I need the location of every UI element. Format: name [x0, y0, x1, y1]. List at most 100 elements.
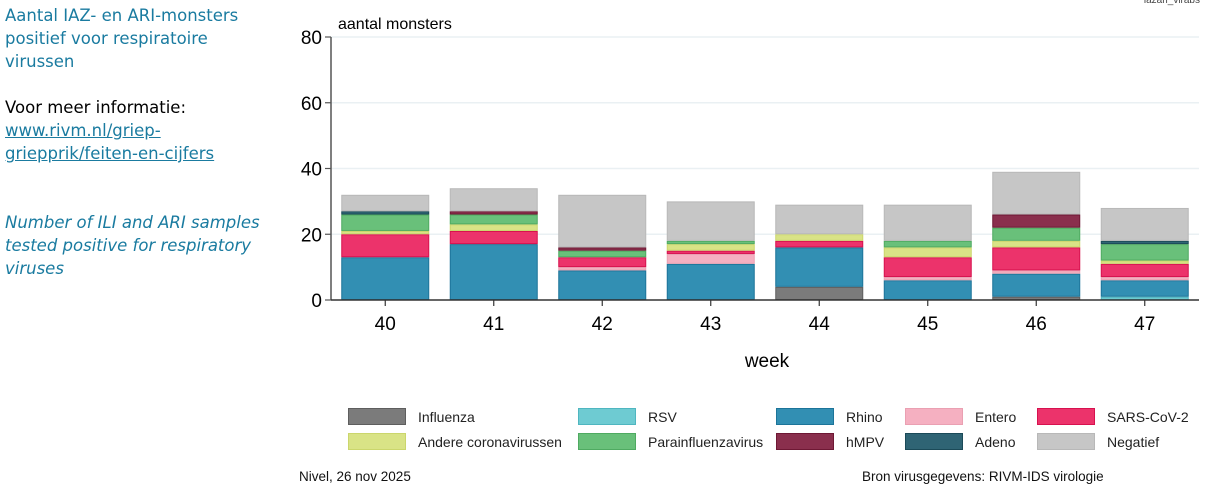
bar-stack-week-47: [1100, 207, 1189, 300]
legend-label: Adeno: [975, 433, 1016, 450]
bar-segment-rhino: [1100, 280, 1189, 297]
bar-segment-entero: [558, 267, 647, 271]
bar-segment-negatief: [666, 201, 755, 241]
bar-segment-entero: [666, 253, 755, 264]
legend-label: Andere coronavirussen: [418, 433, 562, 450]
legend-swatch: [348, 433, 406, 450]
bar-segment-sars-cov-2: [883, 257, 972, 277]
y-tick-label: 0: [311, 291, 322, 312]
y-axis-title: aantal monsters: [338, 16, 452, 33]
x-tick-label: 41: [483, 314, 504, 335]
bar-segment-sars-cov-2: [341, 234, 430, 258]
bar-segment-rhino: [449, 244, 538, 301]
bar-stack-week-42: [558, 194, 647, 301]
title-english: Number of ILI and ARI samples tested pos…: [5, 213, 260, 278]
bar-segment-rhino: [775, 247, 864, 287]
legend-swatch: [905, 408, 963, 425]
legend-item-entero: Entero: [905, 408, 1016, 425]
legend-label: Negatief: [1107, 433, 1160, 450]
more-info-link[interactable]: www.rivm.nl/griep-griepprik/feiten-en-ci…: [5, 121, 215, 163]
axes: 0 20 40 60 80 40 41 42 43 44 45 46 47: [301, 28, 1199, 335]
bar-segment-influenza: [992, 296, 1081, 300]
bar-segment-negatief: [775, 204, 864, 235]
legend-item-influenza: Influenza: [348, 408, 475, 425]
legend-label: hMPV: [846, 433, 885, 450]
bar-segment-adeno: [341, 211, 430, 215]
bar-segment-parainfluenzavirus: [666, 240, 755, 245]
x-tick-label: 44: [809, 314, 831, 335]
bars: [341, 171, 1189, 301]
footer-source-date: Nivel, 26 nov 2025: [299, 469, 411, 484]
legend-label: RSV: [648, 408, 677, 425]
bar-segment-rhino: [558, 270, 647, 301]
bar-segment-andere-coronavirussen: [666, 244, 755, 251]
bar-stack-week-45: [883, 204, 972, 300]
bar-segment-parainfluenzavirus: [449, 214, 538, 225]
bar-segment-andere-coronavirussen: [341, 230, 430, 235]
bar-segment-negatief: [449, 188, 538, 212]
bar-segment-andere-coronavirussen: [775, 234, 864, 241]
legend-swatch: [905, 433, 963, 450]
graph-id: lazari_virabs: [1143, 0, 1200, 6]
legend-label: Entero: [975, 408, 1017, 425]
bar-segment-parainfluenzavirus: [883, 240, 972, 248]
legend-item-sars-cov-2: SARS-CoV-2: [1037, 408, 1189, 425]
legend-label: Influenza: [418, 408, 475, 425]
legend-item-rhino: Rhino: [776, 408, 883, 425]
legend-swatch: [1037, 408, 1095, 425]
x-tick-label: 43: [700, 314, 721, 335]
y-tick-label: 60: [301, 94, 322, 115]
x-tick-label: 46: [1026, 314, 1047, 335]
bar-segment-sars-cov-2: [992, 247, 1081, 271]
x-tick-label: 40: [375, 314, 396, 335]
legend-swatch: [776, 433, 834, 450]
bar-segment-entero: [883, 276, 972, 281]
bar-stack-week-41: [449, 188, 538, 301]
bar-segment-negatief: [558, 194, 647, 248]
y-tick-label: 20: [301, 225, 322, 246]
bar-segment-entero: [1100, 276, 1189, 281]
bar-segment-parainfluenzavirus: [992, 227, 1081, 241]
bar-segment-rhino: [992, 273, 1081, 297]
legend-item-parainfluenzavirus: Parainfluenzavirus: [578, 433, 763, 450]
legend-swatch: [578, 408, 636, 425]
bar-segment-sars-cov-2: [666, 250, 755, 254]
bar-segment-andere-coronavirussen: [992, 240, 1081, 248]
bar-segment-influenza: [775, 286, 864, 301]
y-tick-label: 80: [301, 28, 322, 49]
bar-segment-sars-cov-2: [775, 240, 864, 248]
sidebar-text: Aantal IAZ- en ARI-monsters positief voo…: [5, 4, 275, 280]
bar-segment-parainfluenzavirus: [341, 214, 430, 231]
legend-label: Parainfluenzavirus: [648, 433, 764, 450]
x-tick-label: 47: [1134, 314, 1155, 335]
x-axis-title: week: [744, 351, 790, 372]
bar-segment-rhino: [341, 257, 430, 301]
legend-item-adeno: Adeno: [905, 433, 1015, 450]
y-tick-label: 40: [301, 160, 322, 181]
bar-segment-hmpv: [992, 214, 1081, 228]
x-tick-label: 45: [917, 314, 938, 335]
bar-stack-week-46: [992, 171, 1081, 300]
legend-item-andere-coronavirussen: Andere coronavirussen: [348, 433, 562, 450]
bar-segment-negatief: [883, 204, 972, 241]
bar-stack-week-40: [341, 194, 430, 301]
bar-stack-week-44: [775, 204, 864, 301]
bar-segment-negatief: [341, 194, 430, 212]
bar-segment-parainfluenzavirus: [1100, 244, 1189, 261]
bar-segment-andere-coronavirussen: [1100, 260, 1189, 264]
bar-segment-parainfluenzavirus: [558, 250, 647, 258]
bar-segment-negatief: [1100, 207, 1189, 241]
bar-segment-adeno: [1100, 240, 1189, 245]
bar-segment-sars-cov-2: [558, 257, 647, 268]
bar-segment-sars-cov-2: [1100, 263, 1189, 277]
bar-segment-rsv: [1100, 296, 1189, 300]
more-info-label: Voor meer informatie:: [5, 98, 187, 117]
legend-item-negatief: Negatief: [1037, 433, 1159, 450]
bar-segment-hmpv: [558, 247, 647, 251]
stacked-bar-chart: 0 20 40 60 80 40 41 42 43 44 45 46 47 aantal monster…: [301, 16, 1199, 372]
bar-segment-rhino: [883, 280, 972, 300]
legend-label: Rhino: [846, 408, 883, 425]
legend-item-rsv: RSV: [578, 408, 677, 425]
title-dutch: Aantal IAZ- en ARI-monsters positief voo…: [5, 6, 239, 71]
bar-segment-rhino: [666, 263, 755, 300]
